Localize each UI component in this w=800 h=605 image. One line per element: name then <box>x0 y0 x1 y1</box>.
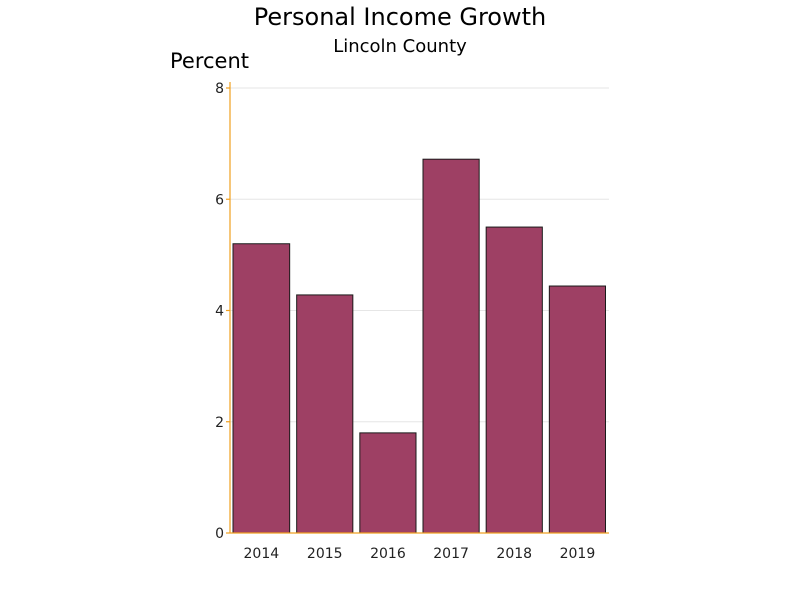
bar-2017 <box>422 158 480 534</box>
y-tick-label: 2 <box>215 415 224 431</box>
x-tick-label: 2019 <box>560 546 596 562</box>
x-tick-label: 2017 <box>433 546 469 562</box>
bar-2014 <box>232 243 291 534</box>
y-axis-label: Percent <box>170 49 249 73</box>
x-tick-label: 2016 <box>370 546 406 562</box>
y-tick-label: 8 <box>215 81 224 97</box>
bar-2019 <box>548 285 606 534</box>
gridlines <box>230 87 609 423</box>
x-tick-labels: 2014 2015 2016 2017 2018 2019 <box>244 546 596 562</box>
chart-title: Personal Income Growth <box>254 3 546 31</box>
bar-2018 <box>485 226 543 534</box>
axes <box>226 82 609 534</box>
x-tick-label: 2018 <box>496 546 532 562</box>
bar-2016 <box>359 432 417 534</box>
y-tick-label: 6 <box>215 192 224 208</box>
bar-2015 <box>296 294 354 534</box>
y-tick-label: 4 <box>215 304 224 320</box>
chart-subtitle: Lincoln County <box>333 36 467 57</box>
bars <box>232 158 606 534</box>
x-tick-label: 2015 <box>307 546 343 562</box>
y-tick-label: 0 <box>215 526 224 542</box>
y-tick-labels: 0 2 4 6 8 <box>215 81 224 542</box>
x-tick-label: 2014 <box>244 546 280 562</box>
